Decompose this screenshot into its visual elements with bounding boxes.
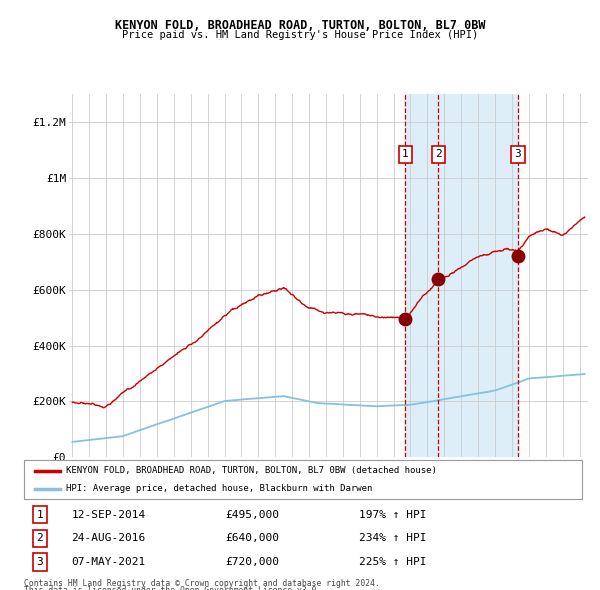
Text: 197% ↑ HPI: 197% ↑ HPI xyxy=(359,510,426,520)
FancyBboxPatch shape xyxy=(24,460,582,499)
Text: £720,000: £720,000 xyxy=(225,557,279,567)
Text: 07-MAY-2021: 07-MAY-2021 xyxy=(71,557,146,567)
Text: KENYON FOLD, BROADHEAD ROAD, TURTON, BOLTON, BL7 0BW: KENYON FOLD, BROADHEAD ROAD, TURTON, BOL… xyxy=(115,19,485,32)
Text: 2: 2 xyxy=(36,533,43,543)
Text: 12-SEP-2014: 12-SEP-2014 xyxy=(71,510,146,520)
Bar xyxy=(406,94,518,457)
Text: 234% ↑ HPI: 234% ↑ HPI xyxy=(359,533,426,543)
Text: 24-AUG-2016: 24-AUG-2016 xyxy=(71,533,146,543)
Text: 3: 3 xyxy=(36,557,43,567)
Text: 1: 1 xyxy=(36,510,43,520)
Text: £495,000: £495,000 xyxy=(225,510,279,520)
Text: KENYON FOLD, BROADHEAD ROAD, TURTON, BOLTON, BL7 0BW (detached house): KENYON FOLD, BROADHEAD ROAD, TURTON, BOL… xyxy=(66,466,437,475)
Text: 2: 2 xyxy=(435,149,442,159)
Text: Price paid vs. HM Land Registry's House Price Index (HPI): Price paid vs. HM Land Registry's House … xyxy=(122,30,478,40)
Text: 3: 3 xyxy=(514,149,521,159)
Text: £640,000: £640,000 xyxy=(225,533,279,543)
Text: HPI: Average price, detached house, Blackburn with Darwen: HPI: Average price, detached house, Blac… xyxy=(66,484,372,493)
Text: Contains HM Land Registry data © Crown copyright and database right 2024.: Contains HM Land Registry data © Crown c… xyxy=(24,579,380,588)
Text: This data is licensed under the Open Government Licence v3.0.: This data is licensed under the Open Gov… xyxy=(24,586,322,590)
Text: 1: 1 xyxy=(402,149,409,159)
Text: 225% ↑ HPI: 225% ↑ HPI xyxy=(359,557,426,567)
